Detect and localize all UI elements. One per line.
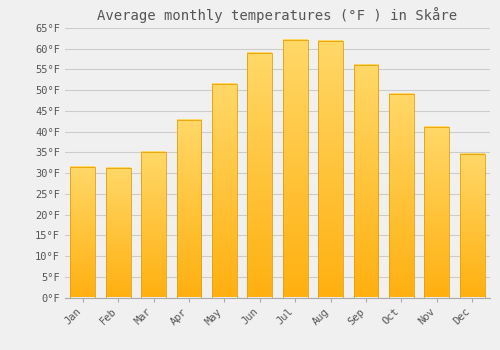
Bar [248,53,272,298]
Bar [106,168,130,298]
Bar [318,41,343,298]
Bar [389,94,414,298]
Bar [141,152,166,298]
Bar [70,167,95,298]
Bar [176,120,202,298]
Bar [283,40,308,298]
Title: Average monthly temperatures (°F ) in Skåre: Average monthly temperatures (°F ) in Sk… [98,7,458,23]
Bar [460,154,484,298]
Bar [389,94,414,298]
Bar [212,84,237,298]
Bar [70,167,95,298]
Bar [318,41,343,298]
Bar [283,40,308,298]
Bar [354,65,378,298]
Bar [460,154,484,298]
Bar [176,120,202,298]
Bar [354,65,378,298]
Bar [212,84,237,298]
Bar [248,53,272,298]
Bar [424,127,450,298]
Bar [141,152,166,298]
Bar [424,127,450,298]
Bar [106,168,130,298]
